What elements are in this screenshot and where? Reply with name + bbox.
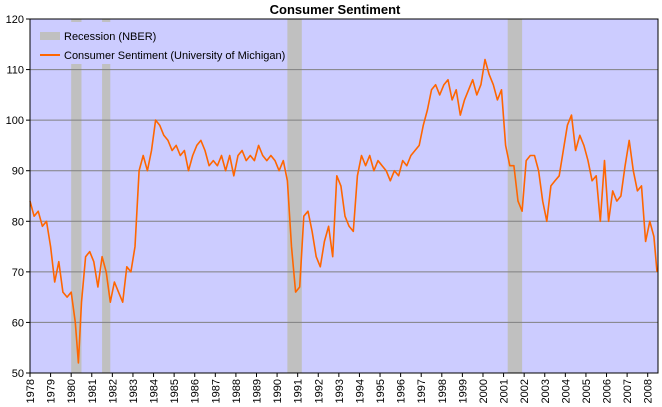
legend-box — [34, 22, 284, 64]
recession-band — [287, 19, 302, 373]
y-tick-label: 60 — [12, 317, 24, 329]
x-tick-label: 1994 — [354, 379, 366, 403]
legend-label-recession: Recession (NBER) — [64, 31, 156, 43]
x-tick-label: 1985 — [169, 379, 181, 403]
x-tick-label: 2007 — [622, 379, 634, 403]
x-tick-label: 2001 — [499, 379, 511, 403]
x-tick-label: 1984 — [149, 379, 161, 403]
x-tick-label: 1979 — [46, 379, 58, 403]
plot-frame — [29, 18, 659, 374]
x-tick-label: 1987 — [210, 379, 222, 403]
y-tick-label: 120 — [6, 14, 24, 26]
legend-label-sentiment: Consumer Sentiment (University of Michig… — [64, 50, 285, 62]
plot-background — [30, 19, 658, 373]
x-tick-label: 1995 — [375, 379, 387, 403]
y-tick-label: 110 — [6, 65, 24, 77]
x-tick-label: 2004 — [560, 379, 572, 403]
y-tick-label: 80 — [12, 216, 24, 228]
y-tick-label: 70 — [12, 267, 24, 279]
x-tick-label: 2006 — [602, 379, 614, 403]
x-tick-label: 1991 — [293, 379, 305, 403]
x-tick-label: 1997 — [416, 379, 428, 403]
x-tick-label: 1990 — [272, 379, 284, 403]
x-tick-label: 2005 — [581, 379, 593, 403]
x-tick-label: 1986 — [190, 379, 202, 403]
x-tick-label: 2002 — [519, 379, 531, 403]
x-tick-label: 1998 — [437, 379, 449, 403]
series-line — [29, 58, 658, 364]
legend: Recession (NBER) Consumer Sentiment (Uni… — [34, 22, 285, 64]
x-tick-label: 1999 — [457, 379, 469, 403]
x-tick-label: 1978 — [25, 379, 37, 403]
x-tick-label: 2003 — [540, 379, 552, 403]
recession-bands — [71, 19, 523, 373]
recession-band — [102, 19, 111, 373]
x-tick-label: 1983 — [128, 379, 140, 403]
recession-band — [71, 19, 82, 373]
x-tick-label: 1993 — [334, 379, 346, 403]
y-tick-label: 50 — [12, 368, 24, 380]
x-tick-label: 1988 — [231, 379, 243, 403]
x-tick-label: 1982 — [107, 379, 119, 403]
x-tick-label: 2008 — [643, 379, 655, 403]
gridlines — [30, 69, 658, 323]
x-axis: 1978 1979 1980 1981 1982 1983 1984 1985 1986 1987… — [25, 373, 655, 403]
x-tick-label: 1989 — [251, 379, 263, 403]
recession-band — [507, 19, 523, 373]
chart-title: Consumer Sentiment — [270, 2, 401, 17]
y-axis: 50 60 70 80 90 100 110 120 — [6, 14, 30, 380]
y-tick-label: 90 — [12, 166, 24, 178]
y-tick-label: 100 — [6, 115, 24, 127]
series-layer — [29, 58, 658, 364]
x-tick-label: 1981 — [87, 379, 99, 403]
x-tick-label: 1996 — [396, 379, 408, 403]
x-tick-label: 1980 — [66, 379, 78, 403]
x-tick-label: 1992 — [313, 379, 325, 403]
x-tick-label: 2000 — [478, 379, 490, 403]
legend-swatch-recession — [40, 32, 60, 40]
